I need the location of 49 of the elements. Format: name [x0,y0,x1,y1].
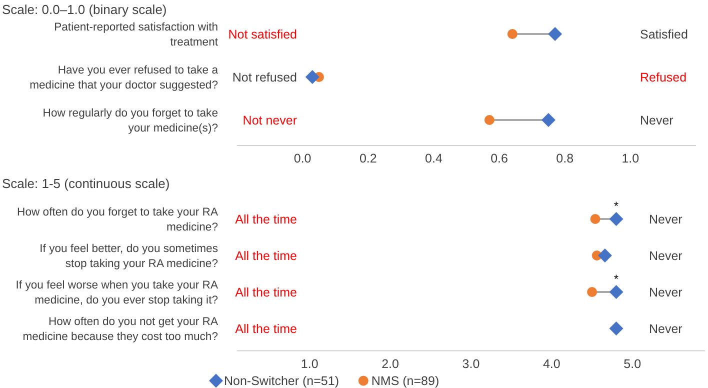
x-tick-label: 1.0 [300,356,318,371]
point [587,287,598,297]
annotation: Never [649,212,682,226]
annotation: All the time [235,212,298,226]
y-tick-label: How often do you not get your RA medicine because they cost too much? [22,316,218,343]
x-tick-label: 1.0 [622,152,640,166]
y-tick-label: Have you ever refused to take a medicine that your doctor suggested? [30,64,219,92]
x-tick-label: 2.0 [382,356,400,371]
x-tick-label: 0.0 [294,152,312,166]
x-tick-label: 0.8 [556,152,574,166]
point [609,285,624,299]
x-tick-label: 0.2 [359,152,377,166]
legend-label: Non-Switcher (n=51) [224,374,339,388]
y-tick-label: If you feel worse when you take your RA medicine, do you ever stop taking it? [16,280,218,306]
point [548,27,562,41]
annotation: Satisfied [640,28,688,42]
annotation: Never [640,114,674,128]
text: Scale: 1-5 (continuous scale) [2,176,170,191]
annotation: * [614,199,619,213]
x-tick-label: 3.0 [462,356,480,371]
point [609,212,624,226]
x-tick-label: 0.4 [425,152,442,166]
annotation: Not satisfied [228,28,298,42]
x-tick-label: 4.0 [542,356,560,371]
text: Scale: 0.0–1.0 (binary scale) [2,2,167,17]
y-tick-label: Patient-reported satisfaction with treatment [54,22,219,48]
y-tick-label: How often do you forget to take your RA medicine? [17,206,218,234]
annotation: Refused [640,70,687,84]
y-tick-label: How regularly do you forget to take your medicine(s)? [42,108,218,134]
x-tick-label: 5.0 [624,356,642,371]
annotation: Never [649,322,682,336]
annotation: Not never [242,114,297,128]
point [484,115,494,125]
annotation: * [614,272,619,286]
point [507,29,518,39]
point [541,113,556,127]
annotation: Never [649,286,682,300]
y-tick-label: If you feel better, do you sometimes stop taking your RA medicine? [40,243,218,270]
point [609,322,624,336]
x-tick-label: 0.6 [490,152,508,166]
point [305,70,320,84]
annotation: All the time [235,322,298,336]
point [590,214,600,224]
point [598,248,612,262]
legend-label: NMS (n=89) [371,374,440,388]
annotation: All the time [235,286,298,300]
annotation: Never [649,249,682,263]
annotation: Not refused [232,70,298,84]
annotation: All the time [235,249,298,263]
